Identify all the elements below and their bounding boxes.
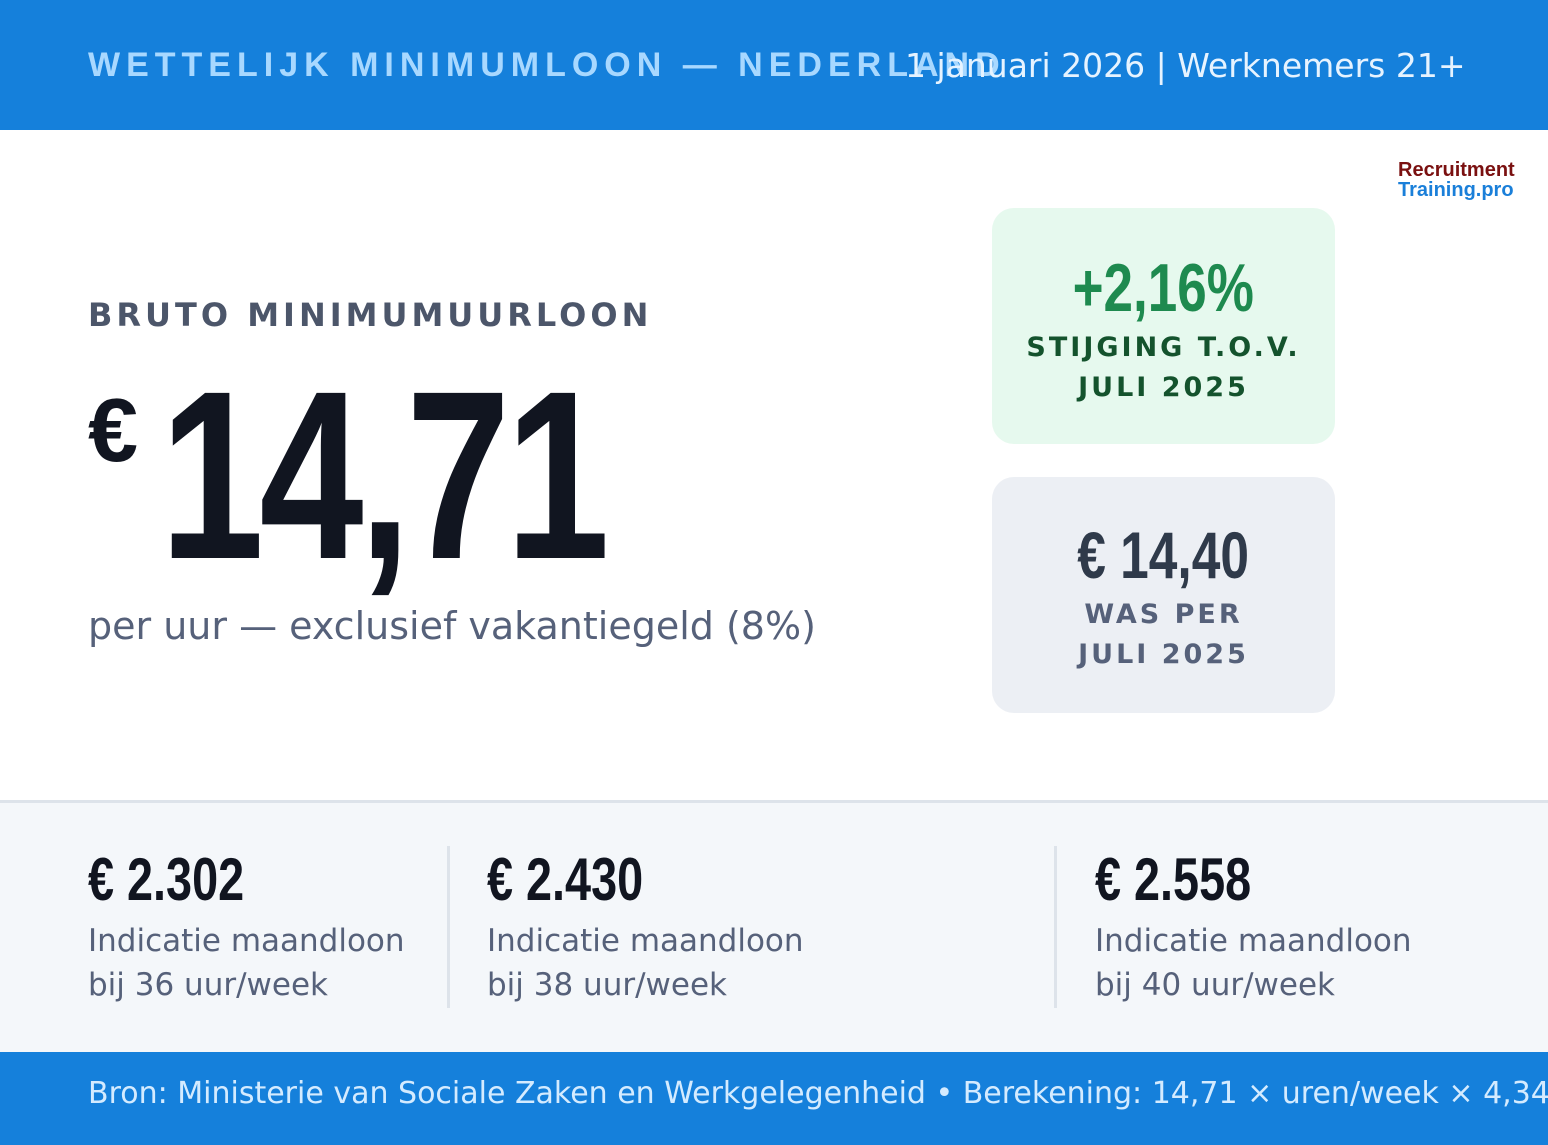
stat-desc: Indicatie maandloon bij 38 uur/week [487,919,804,1007]
stat-line: bij 36 uur/week [88,967,328,1003]
previous-card: € 14,40 WAS PER JULI 2025 [992,477,1335,713]
stat-value-wrap: € 2.430 [487,845,804,915]
label-line: WAS PER [1084,599,1243,630]
header-subtitle: 1 januari 2026 | Werknemers 21+ [905,46,1466,85]
stat-value: € 2.558 [1095,846,1252,913]
main-note: per uur — exclusief vakantiegeld (8%) [88,604,816,648]
previous-label: WAS PER JULI 2025 [992,595,1335,675]
stat-value: € 2.430 [487,846,644,913]
change-card: +2,16% STIJGING T.O.V. JULI 2025 [992,208,1335,444]
label-line: JULI 2025 [1078,639,1249,670]
separator [1054,846,1057,1008]
footer: Bron: Ministerie van Sociale Zaken en We… [0,1052,1548,1145]
main-value-wrap: 14,71 [160,345,660,605]
separator [447,846,450,1008]
label-line: STIJGING T.O.V. [1026,332,1301,363]
stat-value-wrap: € 2.558 [1095,845,1412,915]
change-label: STIJGING T.O.V. JULI 2025 [992,328,1335,408]
stat-desc: Indicatie maandloon bij 36 uur/week [88,919,405,1007]
change-value: +2,16% [1072,250,1255,326]
main-value: 14,71 [160,341,610,609]
main-label: BRUTO MINIMUMUURLOON [88,296,653,334]
stat-line: Indicatie maandloon [1095,923,1412,959]
stat-line: Indicatie maandloon [487,923,804,959]
footer-text: Bron: Ministerie van Sociale Zaken en We… [88,1076,1548,1111]
previous-value: € 14,40 [1077,518,1250,592]
stat: € 2.558 Indicatie maandloon bij 40 uur/wee… [1095,845,1412,1007]
logo-line: Training.pro [1398,179,1514,201]
stat-line: bij 38 uur/week [487,967,727,1003]
label-line: JULI 2025 [1078,372,1249,403]
header: WETTELIJK MINIMUMLOON — NEDERLAND 1 janu… [0,0,1548,130]
stat-line: Indicatie maandloon [88,923,405,959]
stat-desc: Indicatie maandloon bij 40 uur/week [1095,919,1412,1007]
stat: € 2.430 Indicatie maandloon bij 38 uur/wee… [487,845,804,1007]
currency: € [88,381,139,481]
logo-line: Recruitment [1398,159,1515,181]
stat-value-wrap: € 2.302 [88,845,405,915]
stat: € 2.302 Indicatie maandloon bij 36 uur/wee… [88,845,405,1007]
stat-line: bij 40 uur/week [1095,967,1335,1003]
stat-value: € 2.302 [88,846,245,913]
logo: Recruitment Training.pro [1398,160,1515,200]
stats-section [0,800,1548,1052]
header-title: WETTELIJK MINIMUMLOON — NEDERLAND [88,46,1006,84]
